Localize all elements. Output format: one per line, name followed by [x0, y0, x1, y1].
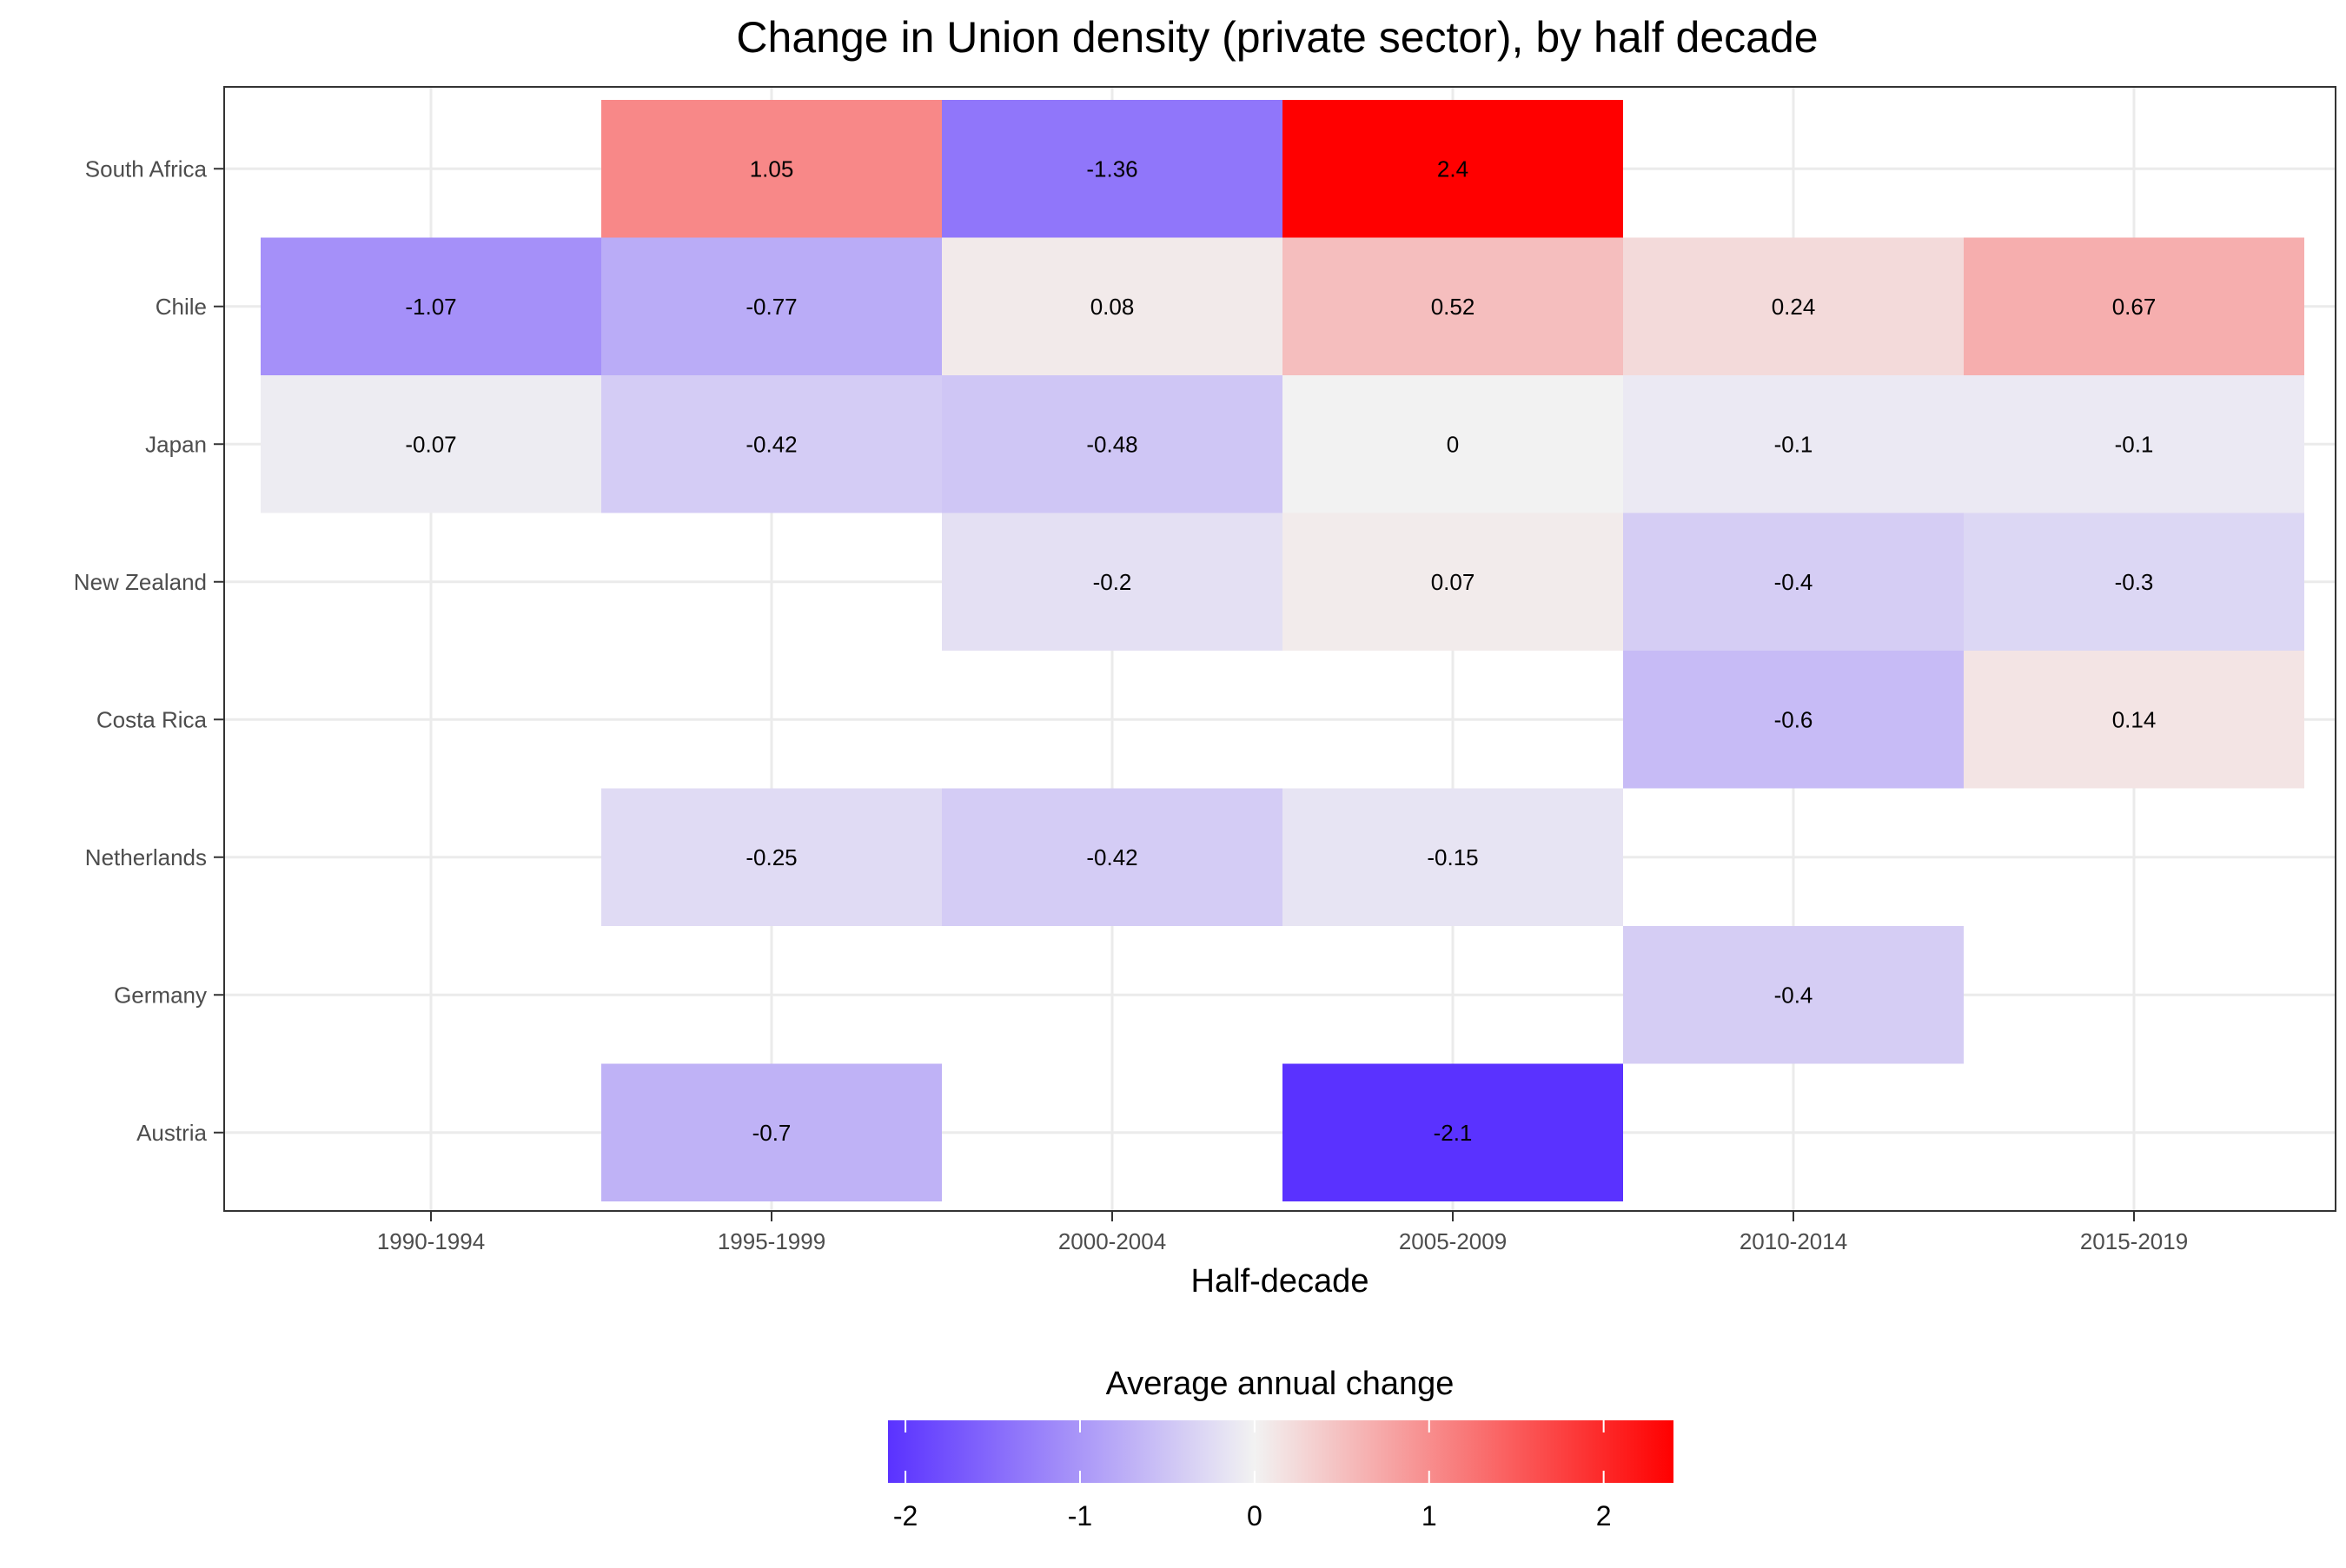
cell-value-label: -0.25: [746, 844, 797, 870]
cell-value-label: 1.05: [750, 155, 794, 182]
heatmap-cell: [942, 375, 1282, 513]
cell-value-label: -0.1: [2115, 431, 2154, 457]
heatmap-cell: [1282, 100, 1623, 238]
legend-colorbar: [888, 1420, 1673, 1483]
y-tick-label: New Zealand: [74, 569, 207, 595]
x-tick-label: 2010-2014: [1740, 1228, 1847, 1254]
legend-tick-label: -2: [893, 1500, 918, 1532]
y-tick-label: Austria: [136, 1120, 207, 1146]
cell-value-label: 0.14: [2112, 706, 2157, 732]
heatmap-cell: [1623, 926, 1964, 1064]
cell-value-label: 0.08: [1090, 294, 1135, 320]
cell-value-label: -0.3: [2115, 569, 2154, 595]
cell-value-label: -0.2: [1093, 569, 1132, 595]
cell-value-label: -1.36: [1086, 155, 1137, 182]
heatmap-cell: [601, 788, 942, 926]
x-tick-label: 2000-2004: [1058, 1228, 1166, 1254]
heatmap-cell: [601, 1063, 942, 1201]
y-tick-label: Costa Rica: [96, 706, 208, 732]
cell-value-label: -2.1: [1434, 1120, 1473, 1146]
cell-value-label: -0.4: [1774, 982, 1813, 1008]
legend-tick-label: -1: [1068, 1500, 1092, 1532]
legend-tick-label: 0: [1247, 1500, 1262, 1532]
heatmap-cell: [1282, 375, 1623, 513]
y-tick-label: Chile: [156, 294, 207, 320]
chart-title: Change in Union density (private sector)…: [736, 13, 1818, 62]
heatmap-cell: [942, 788, 1282, 926]
heatmap-cell: [1964, 651, 2304, 789]
cell-value-label: -0.4: [1774, 569, 1813, 595]
cell-value-label: -0.42: [1086, 844, 1137, 870]
y-tick-label: South Africa: [85, 155, 208, 182]
cell-value-label: 2.4: [1437, 155, 1468, 182]
cell-value-label: -1.07: [405, 294, 456, 320]
legend-tick-label: 2: [1596, 1500, 1612, 1532]
x-tick-label: 2005-2009: [1399, 1228, 1507, 1254]
heatmap-cell: [1623, 651, 1964, 789]
cell-value-label: -0.7: [752, 1120, 792, 1146]
heatmap-cell: [601, 237, 942, 375]
heatmap-cell: [942, 237, 1282, 375]
x-tick-label: 2015-2019: [2080, 1228, 2188, 1254]
heatmap-cell: [1964, 513, 2304, 651]
legend-title: Average annual change: [1106, 1366, 1455, 1402]
heatmap-cell: [601, 375, 942, 513]
cell-value-label: 0.24: [1772, 294, 1816, 320]
heatmap-cell: [1623, 513, 1964, 651]
heatmap-cell: [1282, 513, 1623, 651]
cell-labels: 1.05 -1.36 2.4 -1.07 -0.77 0.08 0.52 0.24 0.67 -0…: [405, 155, 2156, 1146]
heatmap-cell: [1282, 237, 1623, 375]
cell-value-label: -0.48: [1086, 431, 1137, 457]
legend-ticks: -2 -1 0 1 2: [893, 1420, 1612, 1532]
cell-value-label: -0.1: [1774, 431, 1813, 457]
cell-value-label: 0.52: [1431, 294, 1475, 320]
heatmap-cell: [1964, 375, 2304, 513]
y-tick-label: Japan: [145, 431, 207, 457]
heatmap-cell: [1623, 375, 1964, 513]
cell-value-label: -0.42: [746, 431, 797, 457]
legend-tick-label: 1: [1422, 1500, 1437, 1532]
cell-value-label: 0.07: [1431, 569, 1475, 595]
y-tick-label: Germany: [114, 982, 207, 1008]
heatmap-cell: [1282, 1063, 1623, 1201]
axes: 1990-1994 1995-1999 2000-2004 2005-2009 2010…: [74, 155, 2188, 1254]
cell-value-label: 0.67: [2112, 294, 2157, 320]
heatmap-cell: [942, 513, 1282, 651]
cell-value-label: -0.15: [1427, 844, 1478, 870]
heatmap-cell: [261, 237, 601, 375]
heatmap-cell: [942, 100, 1282, 238]
heatmap-cell: [601, 100, 942, 238]
plot-panel-border: [223, 86, 2336, 1212]
heatmap-cell: [1282, 788, 1623, 926]
cell-value-label: 0: [1447, 431, 1459, 457]
cell-value-label: -0.77: [746, 294, 797, 320]
cell-value-label: -0.6: [1774, 706, 1813, 732]
x-tick-label: 1995-1999: [718, 1228, 825, 1254]
heatmap-cells: [261, 100, 2304, 1201]
heatmap-cell: [1623, 237, 1964, 375]
y-tick-label: Netherlands: [85, 844, 207, 870]
cell-value-label: -0.07: [405, 431, 456, 457]
x-axis-title: Half-decade: [1191, 1263, 1369, 1300]
heatmap-cell: [1964, 237, 2304, 375]
heatmap-cell: [261, 375, 601, 513]
x-tick-label: 1990-1994: [377, 1228, 485, 1254]
